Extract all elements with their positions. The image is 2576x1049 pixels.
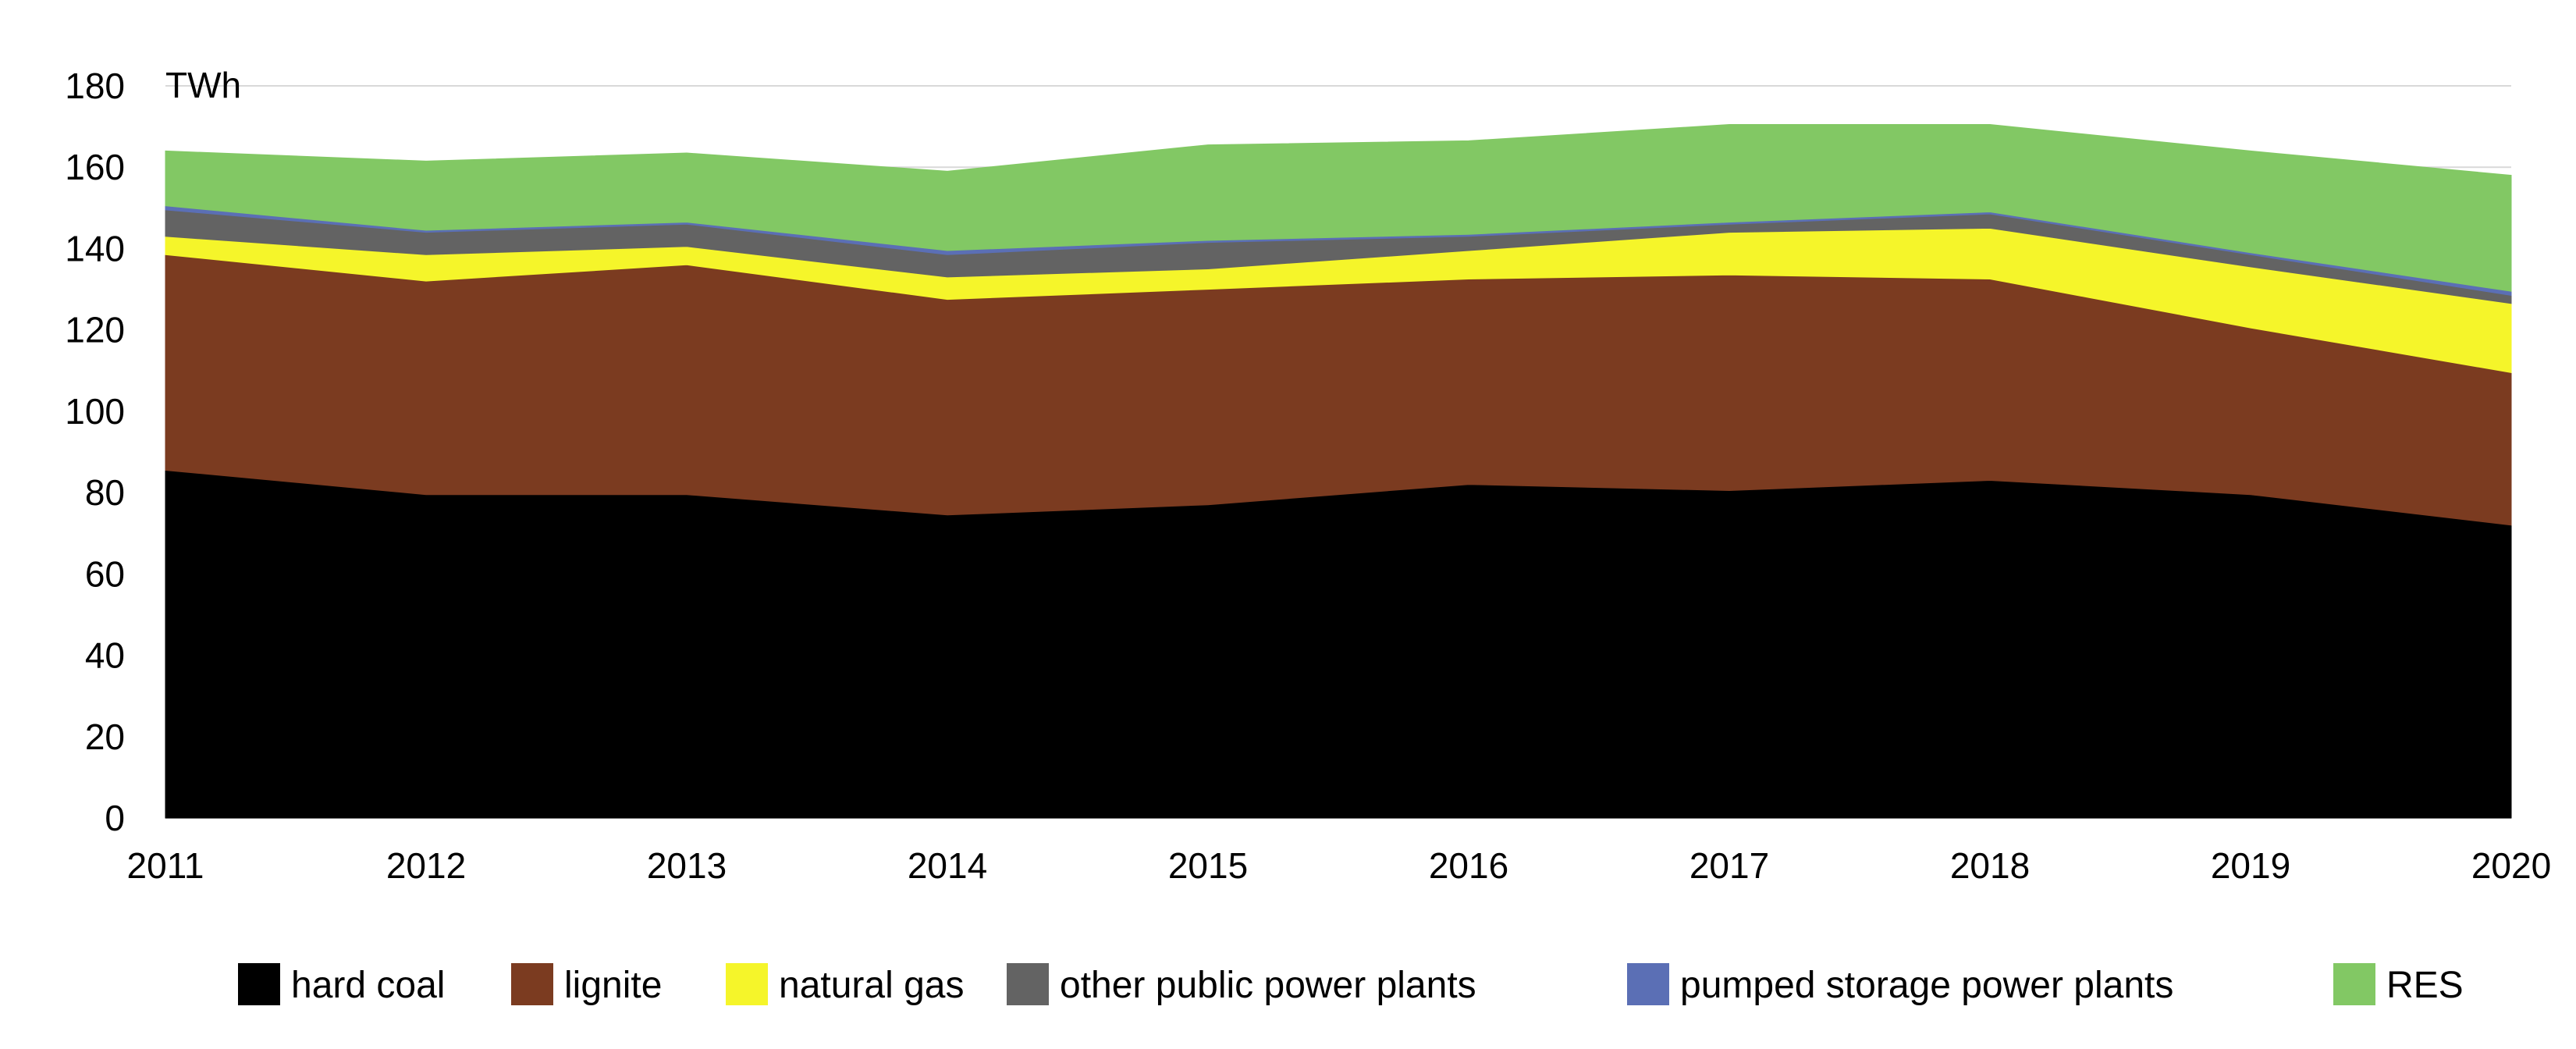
y-tick-label: 180 [65,66,125,106]
y-tick-label: 80 [85,472,125,513]
x-tick-label: 2011 [127,845,204,886]
x-tick-label: 2013 [647,845,727,886]
legend-swatch [2333,963,2375,1005]
area-res [165,124,2512,292]
legend-item: other public power plants [1007,963,1476,1006]
legend: hard coal lignite natural gas other public … [238,963,2464,1006]
x-tick-label: 2020 [2471,845,2551,886]
y-tick-label: 100 [65,391,125,432]
legend-label: other public power plants [1060,965,1476,1006]
legend-label: lignite [564,965,662,1006]
area-series [165,124,2512,819]
y-tick-label: 120 [65,310,125,350]
y-tick-label: 0 [105,798,125,838]
legend-swatch [726,963,768,1005]
legend-swatch [1007,963,1049,1005]
y-axis: 0 20 40 60 80 100 120 140 160 180 [65,66,125,838]
y-unit-label: TWh [165,65,241,105]
legend-swatch [238,963,280,1005]
y-tick-label: 20 [85,717,125,757]
x-tick-label: 2014 [908,845,987,886]
legend-label: hard coal [291,965,445,1006]
area-hard-coal [165,469,2512,819]
x-tick-label: 2015 [1168,845,1248,886]
legend-swatch [1627,963,1669,1005]
legend-swatch [511,963,553,1005]
x-tick-label: 2019 [2211,845,2290,886]
legend-item: RES [2333,963,2464,1006]
legend-item: natural gas [726,963,965,1006]
y-tick-label: 160 [65,147,125,187]
y-tick-label: 60 [85,553,125,594]
legend-item: lignite [511,963,662,1006]
legend-item: hard coal [238,963,445,1006]
legend-label: RES [2386,965,2464,1006]
y-tick-label: 40 [85,635,125,676]
x-tick-label: 2012 [386,845,466,886]
legend-label: natural gas [779,965,965,1006]
legend-item: pumped storage power plants [1627,963,2173,1006]
x-axis: 2011 2012 2013 2014 2015 2016 2017 2018 2019 2020 [127,845,2552,886]
legend-label: pumped storage power plants [1680,965,2173,1006]
x-tick-label: 2018 [1950,845,2030,886]
y-tick-label: 140 [65,228,125,268]
x-tick-label: 2017 [1690,845,1769,886]
x-tick-label: 2016 [1429,845,1508,886]
